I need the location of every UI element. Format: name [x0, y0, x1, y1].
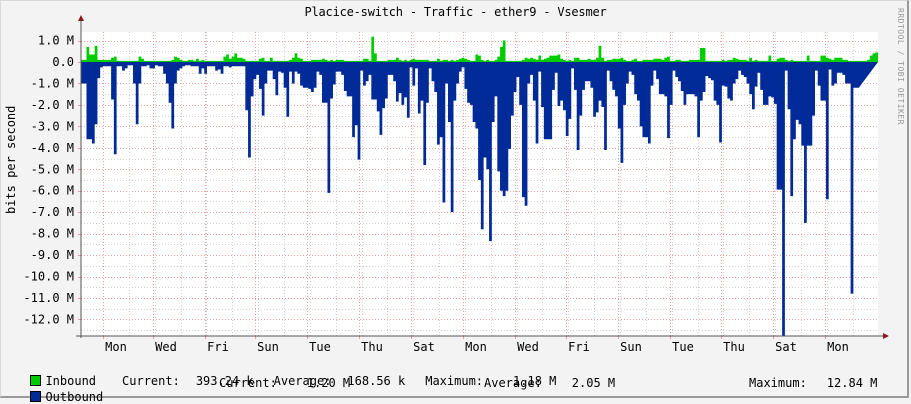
- inbound-average-value: 168.56 k: [347, 374, 406, 388]
- inbound-maximum-value: 1.18 M: [513, 374, 557, 388]
- outbound-swatch-icon: [30, 391, 42, 402]
- x-tick-label: Sun: [620, 340, 642, 354]
- inbound-swatch-icon: [30, 375, 42, 386]
- x-tick-label: Fri: [207, 340, 229, 354]
- y-tick-label: -4.0 M: [31, 141, 74, 155]
- x-tick-label: Mon: [105, 340, 127, 354]
- outbound-current-value: 1.20 M: [306, 376, 351, 390]
- y-axis-ticks: 1.0 M 0.0 -1.0 M -2.0 M -3.0 M -4.0 M -5.0 M -6…: [23, 34, 81, 326]
- outbound-average: Average: 2.05 M: [484, 376, 615, 390]
- y-tick-label: -11.0 M: [23, 291, 74, 305]
- y-tick-label: 1.0 M: [38, 34, 74, 48]
- outbound-maximum-value: 12.84 M: [826, 376, 878, 390]
- y-axis-arrow-icon: [78, 15, 84, 21]
- y-tick-label: -12.0 M: [23, 312, 74, 326]
- outbound-label: Outbound: [45, 390, 104, 404]
- graph-title: Placice-switch - Traffic - ether9 - Vses…: [304, 5, 607, 19]
- y-tick-label: -5.0 M: [31, 162, 74, 176]
- inbound-maximum-label: Maximum:: [425, 374, 484, 388]
- outbound-average-label: Average:: [484, 376, 542, 390]
- x-tick-label: Thu: [723, 340, 745, 354]
- outbound-average-value: 2.05 M: [571, 376, 616, 390]
- x-tick-label: Wed: [517, 340, 539, 354]
- y-tick-label: -2.0 M: [31, 98, 74, 112]
- inbound-label: Inbound: [45, 374, 97, 388]
- y-tick-label: -9.0 M: [31, 248, 74, 262]
- outbound-maximum-label: Maximum:: [749, 376, 807, 390]
- x-tick-label: Thu: [361, 340, 383, 354]
- inbound-current-value: 393.24 k: [195, 374, 254, 388]
- outbound-maximum: Maximum: 12.84 M: [749, 376, 877, 390]
- rrdtool-watermark: RRDTOOL / TOBI OETIKER: [896, 8, 905, 125]
- x-axis-ticks: Mon Wed Fri Sun Tue Thu Sat Mon Wed Fri Sun Tue Thu S…: [105, 340, 849, 354]
- x-axis-arrow-icon: [883, 333, 889, 339]
- x-tick-label: Tue: [672, 340, 694, 354]
- outbound-current: Current: 1.20 M: [219, 376, 350, 390]
- x-tick-label: Sun: [257, 340, 279, 354]
- y-tick-label: -1.0 M: [31, 76, 74, 90]
- inbound-current-label: Current:: [122, 374, 180, 388]
- y-tick-label: -7.0 M: [31, 205, 74, 219]
- traffic-areas: [81, 36, 878, 336]
- inbound-average-label: Average:: [273, 374, 332, 388]
- x-tick-label: Sat: [775, 340, 797, 354]
- x-tick-label: Mon: [827, 340, 849, 354]
- y-tick-label: -10.0 M: [23, 270, 74, 284]
- outbound-current-label: Current:: [219, 376, 277, 390]
- x-tick-label: Tue: [309, 340, 331, 354]
- y-tick-label: 0.0: [52, 55, 74, 69]
- grid-lines: [81, 32, 878, 339]
- y-tick-label: -6.0 M: [31, 184, 74, 198]
- x-tick-label: Mon: [465, 340, 487, 354]
- x-tick-label: Sat: [413, 340, 435, 354]
- y-tick-label: -3.0 M: [31, 119, 74, 133]
- x-tick-label: Fri: [568, 340, 590, 354]
- y-tick-label: -8.0 M: [31, 227, 74, 241]
- x-tick-label: Wed: [155, 340, 177, 354]
